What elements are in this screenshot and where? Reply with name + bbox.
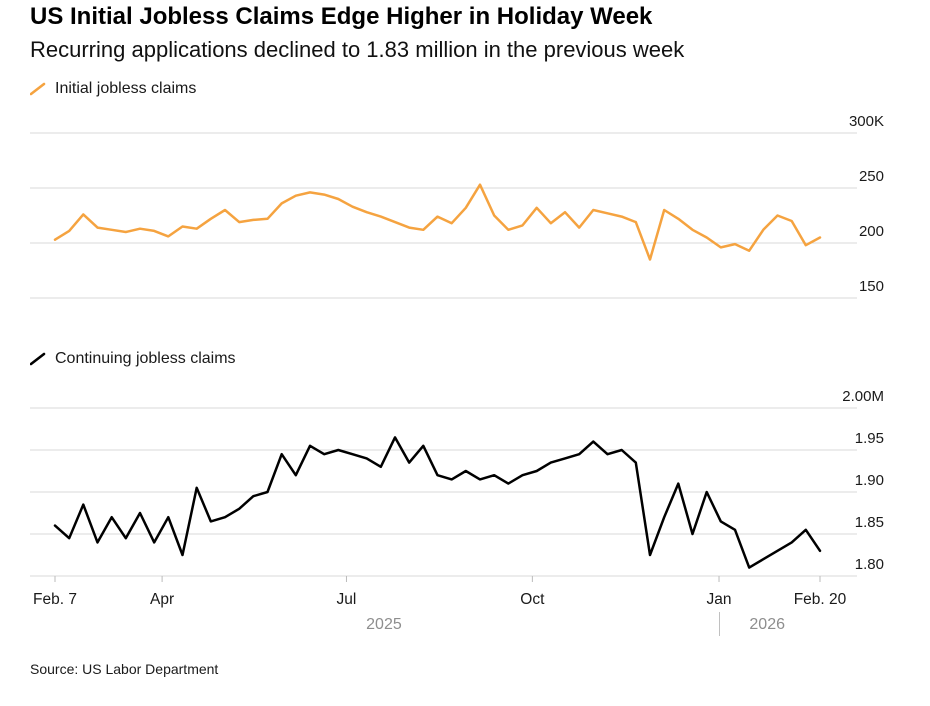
x-axis: Feb. 7 Apr Jul Oct Jan Feb. 20 bbox=[0, 591, 930, 611]
y-axis-label: 150 bbox=[859, 278, 884, 295]
initial-jobless-claims-line bbox=[53, 183, 822, 261]
legend-initial-claims-label: Initial jobless claims bbox=[55, 80, 197, 97]
legend-initial-claims: Initial jobless claims bbox=[30, 80, 196, 98]
y-axis-label: 1.95 bbox=[855, 430, 884, 447]
x-axis-label: Feb. 20 bbox=[793, 591, 847, 608]
continuing-claims-chart: 2.00M 1.95 1.90 1.85 1.80 bbox=[30, 388, 884, 582]
continuing-claims-line-icon bbox=[30, 352, 46, 366]
initial-claims-line-icon bbox=[30, 82, 46, 96]
year-label: 2025 bbox=[366, 616, 402, 633]
initial-claims-chart: 300K 250 200 150 bbox=[30, 113, 884, 299]
y-axis-label: 300K bbox=[849, 113, 884, 130]
legend-continuing-claims: Continuing jobless claims bbox=[30, 350, 236, 368]
continuing-claims-line-stroke bbox=[30, 352, 46, 366]
y-axis-label: 1.90 bbox=[855, 472, 884, 489]
y-axis-label: 1.85 bbox=[855, 514, 884, 531]
legend-continuing-claims-label: Continuing jobless claims bbox=[55, 350, 236, 367]
chart-subtitle: Recurring applications declined to 1.83 … bbox=[30, 37, 685, 62]
y-axis-label: 250 bbox=[859, 168, 884, 185]
y-axis-label: 2.00M bbox=[842, 388, 884, 405]
x-axis-label: Feb. 7 bbox=[33, 591, 77, 608]
x-axis-label: Apr bbox=[150, 591, 175, 608]
y-axis-label: 1.80 bbox=[855, 556, 884, 573]
continuing-jobless-claims-line bbox=[53, 436, 822, 569]
x-axis-label: Jul bbox=[336, 591, 357, 608]
initial-claims-line-stroke bbox=[30, 82, 46, 96]
x-axis-label: Oct bbox=[520, 591, 545, 608]
year-divider bbox=[719, 612, 721, 636]
x-axis-years: 2025 2026 bbox=[0, 616, 930, 638]
y-axis-label: 200 bbox=[859, 223, 884, 240]
source-note: Source: US Labor Department bbox=[30, 661, 219, 677]
year-label: 2026 bbox=[749, 616, 785, 633]
x-axis-label: Jan bbox=[706, 591, 732, 608]
chart-title: US Initial Jobless Claims Edge Higher in… bbox=[30, 3, 653, 30]
